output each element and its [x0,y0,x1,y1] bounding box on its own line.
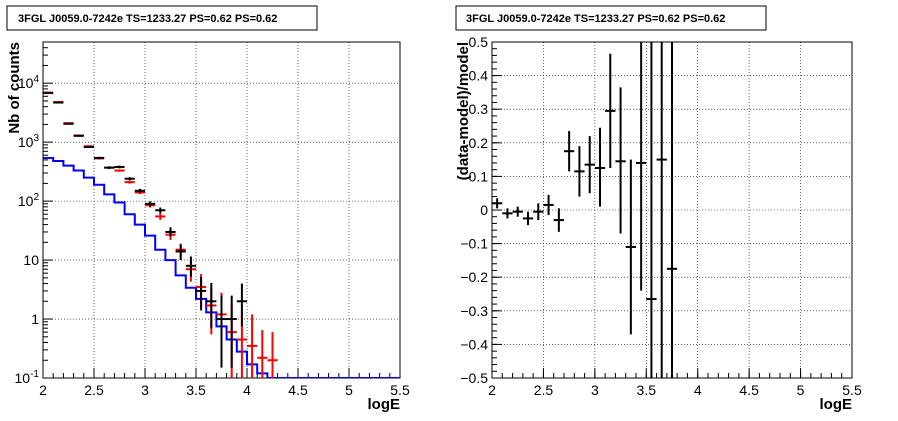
y-tick-label: 0 [480,202,488,218]
data-point-3-16 [196,276,207,311]
x-tick-label: 2.5 [534,382,554,398]
data-point-2-22 [257,330,268,378]
x-axis-title: logE [820,396,853,413]
chart-title: 3FGL J0059.0-7242e TS=1233.27 PS=0.62 PS… [466,13,725,25]
data-point-1-12 [605,53,616,168]
data-point-3-8 [114,165,125,169]
data-point-3-11 [145,201,156,207]
y-tick-label: 1 [31,311,39,327]
data-point-1-9 [574,146,585,197]
data-point-1-5 [533,203,544,221]
x-tick-label: 2 [488,382,496,398]
data-point-1-16 [646,42,657,378]
y-tick-label: 0.4 [469,68,489,84]
data-point-3-19 [226,295,237,368]
data-point-3-14 [175,244,186,261]
data-point-1-3 [512,206,523,217]
y-tick-label: 0.3 [469,101,489,117]
chart-panel-2: 2 2.5 3 3.5 4 4.5 5 5.5 −0.5 −0.4 −0.3 −0.2 −0.1 0 0.1… [455,5,862,413]
data-point-3-1 [43,91,54,94]
data-point-3-6 [94,156,105,160]
y-tick-label: 102 [18,192,40,209]
data-point-2-12 [155,213,166,220]
x-tick-label: 4 [694,382,702,398]
data-point-3-7 [104,166,115,170]
data-point-1-18 [666,42,678,378]
data-point-3-5 [83,145,94,148]
x-tick-label: 4 [243,382,251,398]
x-tick-label: 5.5 [390,382,410,398]
y-tick-label: −0.2 [460,269,488,285]
data-point-3-2 [53,101,64,104]
data-point-3-3 [63,122,74,125]
series-layer [492,42,678,378]
x-tick-label: 3 [591,382,599,398]
chart-panel-1: 2 2.5 3 3.5 4 4.5 5 5.5 10-1 1 10 102 103 104 logE Nb o… [6,5,410,413]
chart-title: 3FGL J0059.0-7242e TS=1233.27 PS=0.62 PS… [18,13,277,25]
y-tick-label: 103 [18,133,40,150]
data-point-2-8 [114,169,125,172]
x-tick-label: 3 [141,382,149,398]
data-point-3-10 [134,188,145,193]
x-tick-label: 2.5 [84,382,104,398]
y-tick-label: −0.4 [460,336,488,352]
data-point-3-4 [73,134,84,137]
x-axis-title: logE [368,396,401,413]
y-tick-label: 0.2 [469,135,489,151]
data-point-1-17 [656,42,667,378]
series-layer [43,91,400,378]
data-point-1-4 [522,211,534,226]
y-tick-label: −0.3 [460,303,488,319]
data-point-3-13 [165,227,176,237]
title-box [6,5,318,31]
data-point-2-9 [124,180,135,184]
x-tick-label: 5 [345,382,353,398]
x-tick-label: 4.5 [739,382,759,398]
title-box [455,5,767,31]
y-tick-label: −0.1 [460,236,488,252]
data-point-1-11 [594,127,606,207]
y-tick-label: 10-1 [15,369,40,386]
x-tick-label: 5.5 [842,382,862,398]
x-tick-label: 4.5 [288,382,308,398]
data-point-1-8 [564,131,575,172]
data-point-1-15 [636,42,647,291]
data-point-3-15 [185,256,196,277]
data-point-1-7 [553,208,564,232]
data-point-3-20 [236,283,247,327]
x-tick-label: 5 [797,382,805,398]
model-histogram-line [43,156,400,378]
y-axis-title: Nb of counts [6,42,23,134]
data-point-1-6 [543,194,554,216]
y-tick-label: 104 [18,74,40,91]
data-point-3-18 [216,295,227,368]
y-axis-title: (data-model)/model [455,42,472,180]
data-point-1-10 [584,136,595,194]
y-tick-label: 0.1 [469,168,489,184]
y-tick-label: −0.5 [460,370,488,386]
x-tick-label: 3.5 [186,382,206,398]
y-tick-label: 10 [23,252,39,268]
data-point-3-9 [124,177,135,181]
data-point-1-2 [502,208,513,219]
data-point-3-12 [155,207,166,214]
data-point-1-1 [492,198,503,209]
y-tick-label: 0.5 [469,34,489,50]
data-point-1-14 [625,159,636,335]
data-point-1-13 [615,87,626,234]
data-point-3-17 [206,282,217,329]
data-point-2-21 [247,314,258,378]
data-point-2-23 [267,332,278,378]
x-tick-label: 2 [39,382,47,398]
x-tick-label: 3.5 [637,382,657,398]
